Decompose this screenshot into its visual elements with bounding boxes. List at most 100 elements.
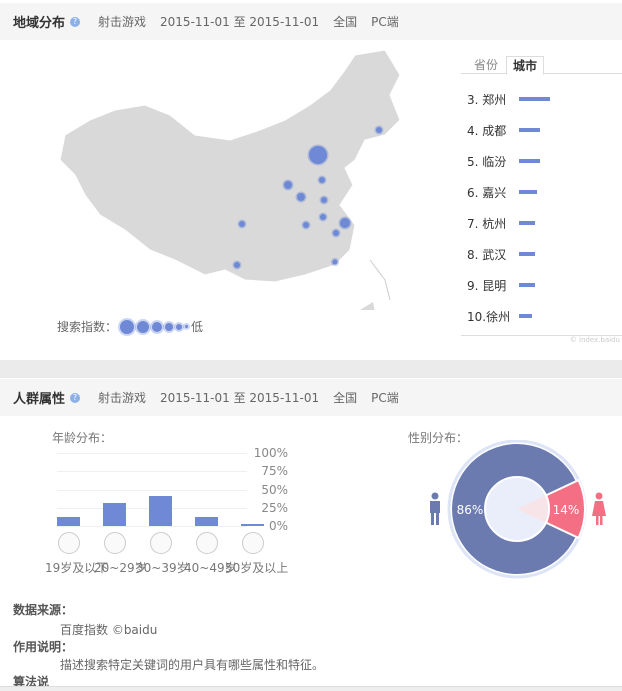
legend-dot: [176, 323, 183, 330]
y-tick-label: 75%: [261, 464, 288, 479]
grid-line: [57, 489, 247, 491]
ranking-item[interactable]: 7. 杭州: [461, 213, 611, 233]
legend-dot: [152, 321, 163, 332]
age-face-icon: [104, 532, 126, 554]
legend-dot: [165, 322, 174, 331]
grid-line: [57, 526, 247, 527]
map-bubble: [374, 125, 384, 135]
legend-dot: [137, 320, 150, 333]
footer-usage-label: 作用说明：: [13, 640, 74, 654]
ranking-label: 6. 嘉兴: [467, 185, 507, 200]
age-bar[interactable]: [241, 523, 264, 526]
region-title: 地域分布: [13, 16, 66, 31]
ranking-bar: [519, 252, 536, 256]
question-icon[interactable]: ?: [70, 392, 81, 403]
device: PC端: [371, 391, 399, 405]
tab-city[interactable]: 城市: [506, 56, 545, 75]
ranking-divider: [461, 335, 622, 336]
ranking-item[interactable]: 5. 临汾: [461, 151, 611, 171]
age-face-icon: [196, 532, 218, 554]
map-bubble: [301, 220, 311, 230]
date-range: 2015-11-01 至 2015-11-01: [160, 391, 320, 405]
crowd-title: 人群属性: [13, 392, 66, 407]
age-bar[interactable]: [149, 496, 172, 526]
map-bubble: [317, 175, 327, 185]
region-header: 地域分布 ? 射击游戏 2015-11-01 至 2015-11-01 全国 P…: [0, 3, 622, 40]
y-tick-label: 25%: [261, 500, 288, 515]
device: PC端: [371, 15, 399, 29]
legend-dot: [185, 325, 189, 328]
map-legend: 搜索指数： 低: [57, 318, 203, 335]
keyword: 射击游戏: [98, 391, 147, 405]
gender-chart: 86% 14%: [430, 440, 606, 579]
y-tick-label: 0%: [268, 519, 288, 533]
male-icon: [430, 492, 440, 525]
area: 全国: [333, 391, 358, 405]
age-bar[interactable]: [57, 517, 80, 526]
legend-label: 搜索指数：: [57, 320, 118, 334]
tab-province[interactable]: 省份: [474, 58, 499, 72]
footer-usage-value: 描述搜索特定关键词的用户具有哪些属性和特征。: [60, 658, 325, 672]
gender-inner: [484, 476, 550, 542]
watermark: © index.baidu: [569, 336, 620, 344]
x-tick-label: 40~49岁: [184, 561, 237, 575]
ranking-label: 10.徐州: [467, 309, 511, 324]
age-face-icon: [242, 532, 264, 554]
ranking-label: 9. 昆明: [467, 278, 507, 293]
y-tick-label: 100%: [253, 446, 288, 460]
grid-line: [57, 453, 247, 454]
x-tick-label: 50岁及以上: [225, 561, 289, 575]
y-tick-label: 50%: [261, 482, 288, 497]
map-bubble: [319, 195, 329, 205]
map-bubble: [295, 191, 307, 203]
x-tick-label: 19岁及以下: [45, 561, 109, 575]
map-bubble: [237, 219, 247, 229]
male-percent: 86%: [457, 503, 484, 517]
ranking-bar: [519, 190, 538, 194]
footer-source-value: 百度指数 ©baidu: [60, 623, 158, 637]
age-face-icon: [150, 532, 172, 554]
ranking-bar: [519, 221, 536, 225]
x-tick-label: 20~29岁: [94, 561, 147, 575]
legend-low: 低: [191, 320, 204, 334]
grid-line: [57, 471, 247, 473]
map-bubble: [232, 260, 242, 270]
ranking-item[interactable]: 10.徐州: [461, 306, 611, 326]
date-range: 2015-11-01 至 2015-11-01: [160, 15, 320, 29]
female-percent: 14%: [553, 503, 580, 517]
ranking-item[interactable]: 3. 郑州: [461, 89, 611, 109]
map-bubble: [307, 144, 329, 166]
ranking-label: 4. 成都: [467, 123, 507, 138]
ranking-item[interactable]: 4. 成都: [461, 120, 611, 140]
legend-dot: [120, 319, 135, 334]
area: 全国: [333, 15, 358, 29]
ranking-label: 7. 杭州: [467, 216, 507, 231]
ranking-bar: [519, 159, 541, 163]
ranking-item[interactable]: 9. 昆明: [461, 275, 611, 295]
ranking-bar: [519, 128, 541, 132]
age-face-icon: [58, 532, 80, 554]
gender-female-inner: [517, 495, 548, 523]
map-bubble: [331, 228, 341, 238]
keyword: 射击游戏: [98, 15, 147, 29]
section-separator: [0, 360, 622, 378]
x-tick-label: 30~39岁: [136, 561, 189, 575]
female-icon: [592, 492, 606, 525]
map-bubble: [338, 216, 352, 230]
map-bubble: [318, 212, 328, 222]
map-bubble: [282, 179, 294, 191]
map-bubble: [331, 258, 339, 266]
footer-algo-label: 算法说: [13, 675, 50, 689]
question-icon[interactable]: ?: [70, 16, 81, 27]
age-title: 年龄分布：: [52, 431, 113, 445]
gender-title: 性别分布：: [408, 431, 469, 445]
bottom-border: [0, 686, 622, 691]
ranking-label: 5. 临汾: [467, 154, 507, 169]
ranking-bar: [519, 314, 532, 318]
ranking-bar: [519, 283, 536, 287]
ranking-item[interactable]: 8. 武汉: [461, 244, 611, 264]
ranking-bar: [519, 97, 551, 101]
age-bar[interactable]: [195, 516, 218, 526]
age-bar[interactable]: [103, 503, 126, 526]
ranking-item[interactable]: 6. 嘉兴: [461, 182, 611, 202]
